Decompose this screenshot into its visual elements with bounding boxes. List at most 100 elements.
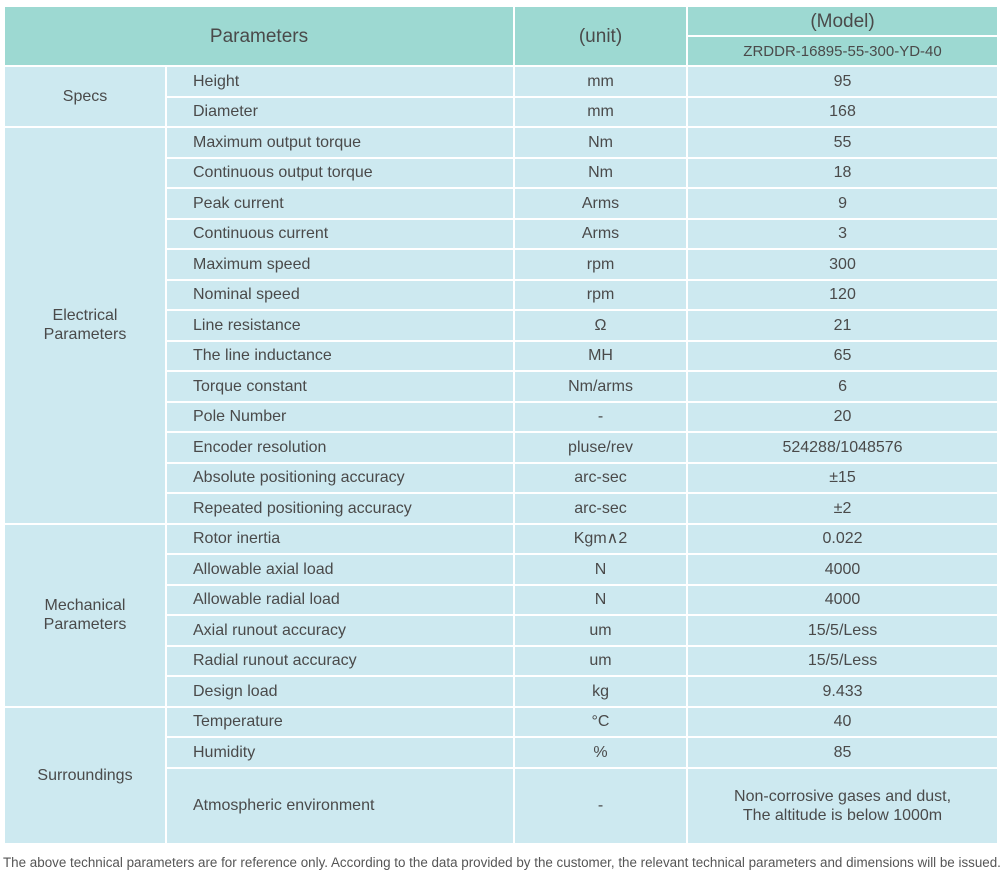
parameter-name: Radial runout accuracy	[164, 644, 516, 677]
parameter-name: Pole Number	[164, 400, 516, 433]
table-row: Axial runout accuracy um 15/5/Less	[4, 614, 1000, 647]
table-row: Design load kg 9.433	[4, 675, 1000, 708]
value: 9.433	[686, 675, 1000, 708]
table-row: Line resistance Ω 21	[4, 309, 1000, 342]
unit: um	[513, 644, 689, 677]
parameter-name: Maximum output torque	[164, 126, 516, 159]
parameter-name: Atmospheric environment	[164, 766, 516, 845]
table-row: Torque constant Nm/arms 6	[4, 370, 1000, 403]
value: 4000	[686, 583, 1000, 616]
group-name: Specs	[3, 65, 167, 128]
unit: °C	[513, 705, 689, 738]
table-row: Peak current Arms 9	[4, 187, 1000, 220]
header-parameters: Parameters	[2, 5, 516, 67]
parameter-name: Line resistance	[164, 309, 516, 342]
value: 120	[686, 278, 1000, 311]
value: 15/5/Less	[686, 614, 1000, 647]
unit: mm	[513, 65, 689, 98]
value: 4000	[686, 553, 1000, 586]
value: 0.022	[686, 522, 1000, 555]
table-row: Continuous current Arms 3	[4, 217, 1000, 250]
table-row: Continuous output torque Nm 18	[4, 156, 1000, 189]
table-row: The line inductance MH 65	[4, 339, 1000, 372]
value: 95	[686, 65, 1000, 98]
value: 65	[686, 339, 1000, 372]
table-row: Nominal speed rpm 120	[4, 278, 1000, 311]
table-row: Atmospheric environment - Non-corrosive ga…	[4, 766, 1000, 845]
header-model: ZRDDR-16895-55-300-YD-40	[686, 35, 1000, 67]
group-name: Surroundings	[3, 705, 167, 845]
value: 20	[686, 400, 1000, 433]
value: 21	[686, 309, 1000, 342]
table-row: Allowable axial load N 4000	[4, 553, 1000, 586]
table-row: Radial runout accuracy um 15/5/Less	[4, 644, 1000, 677]
parameter-name: Maximum speed	[164, 248, 516, 281]
value: 85	[686, 736, 1000, 769]
table-row: Pole Number -20	[4, 400, 1000, 433]
group-name: Electrical Parameters	[3, 126, 167, 525]
unit: Nm/arms	[513, 370, 689, 403]
parameter-name: Absolute positioning accuracy	[164, 461, 516, 494]
unit: -	[513, 400, 689, 433]
unit: pluse/rev	[513, 431, 689, 464]
value: ±15	[686, 461, 1000, 494]
unit: MH	[513, 339, 689, 372]
parameter-name: Axial runout accuracy	[164, 614, 516, 647]
table-row: Specs Height mm 95	[3, 65, 1000, 128]
unit: um	[513, 614, 689, 647]
unit: Nm	[513, 156, 689, 189]
unit: kg	[513, 675, 689, 708]
value: ±2	[686, 492, 1000, 525]
value: 3	[686, 217, 1000, 250]
unit: Arms	[513, 187, 689, 220]
header-unit: (unit)	[513, 5, 689, 67]
table-row: Surroundings Temperature °C 40	[3, 705, 1000, 845]
parameter-name: Torque constant	[164, 370, 516, 403]
group-name: Mechanical Parameters	[3, 522, 167, 708]
unit: N	[513, 553, 689, 586]
unit: arc-sec	[513, 461, 689, 494]
value: 15/5/Less	[686, 644, 1000, 677]
parameter-name: Nominal speed	[164, 278, 516, 311]
value: 9	[686, 187, 1000, 220]
unit: mm	[513, 95, 689, 128]
unit: rpm	[513, 248, 689, 281]
parameter-name: Diameter	[164, 95, 516, 128]
parameter-name: Allowable axial load	[164, 553, 516, 586]
table-row: Humidity% 85	[4, 736, 1000, 769]
unit: Ω	[513, 309, 689, 342]
parameter-name: Continuous output torque	[164, 156, 516, 189]
table-row: Repeated positioning accuracy arc-sec ±2	[4, 492, 1000, 525]
value: 18	[686, 156, 1000, 189]
table-row: Mechanical Parameters Rotor inertia Kgm∧2 0…	[3, 522, 1000, 708]
footnote: The above technical parameters are for r…	[3, 855, 1000, 870]
parameter-name: Humidity	[164, 736, 516, 769]
parameter-name: Allowable radial load	[164, 583, 516, 616]
table-row: Maximum speed rpm 300	[4, 248, 1000, 281]
parameter-name: Rotor inertia	[164, 522, 516, 555]
value: 168	[686, 95, 1000, 128]
spec-table: Parameters (unit) (Model) ZRDDR-16895-55…	[2, 5, 1000, 845]
parameter-name: Temperature	[164, 705, 516, 738]
value: 524288/1048576	[686, 431, 1000, 464]
unit: Nm	[513, 126, 689, 159]
unit: arc-sec	[513, 492, 689, 525]
table-row: Allowable radial load N 4000	[4, 583, 1000, 616]
parameter-name: Peak current	[164, 187, 516, 220]
table-row: Electrical Parameters Maximum output torq…	[3, 126, 1000, 525]
unit: rpm	[513, 278, 689, 311]
unit: -	[513, 766, 689, 845]
unit: Arms	[513, 217, 689, 250]
parameter-name: Height	[164, 65, 516, 98]
value: Non-corrosive gases and dust, The altitu…	[686, 766, 1000, 845]
parameter-name: Continuous current	[164, 217, 516, 250]
value: 40	[686, 705, 1000, 738]
unit: %	[513, 736, 689, 769]
parameter-name: Design load	[164, 675, 516, 708]
parameter-name: Repeated positioning accuracy	[164, 492, 516, 525]
parameter-name: Encoder resolution	[164, 431, 516, 464]
unit: Kgm∧2	[513, 522, 689, 555]
value: 300	[686, 248, 1000, 281]
table-header: Parameters (unit) (Model) ZRDDR-16895-55…	[2, 5, 1000, 67]
